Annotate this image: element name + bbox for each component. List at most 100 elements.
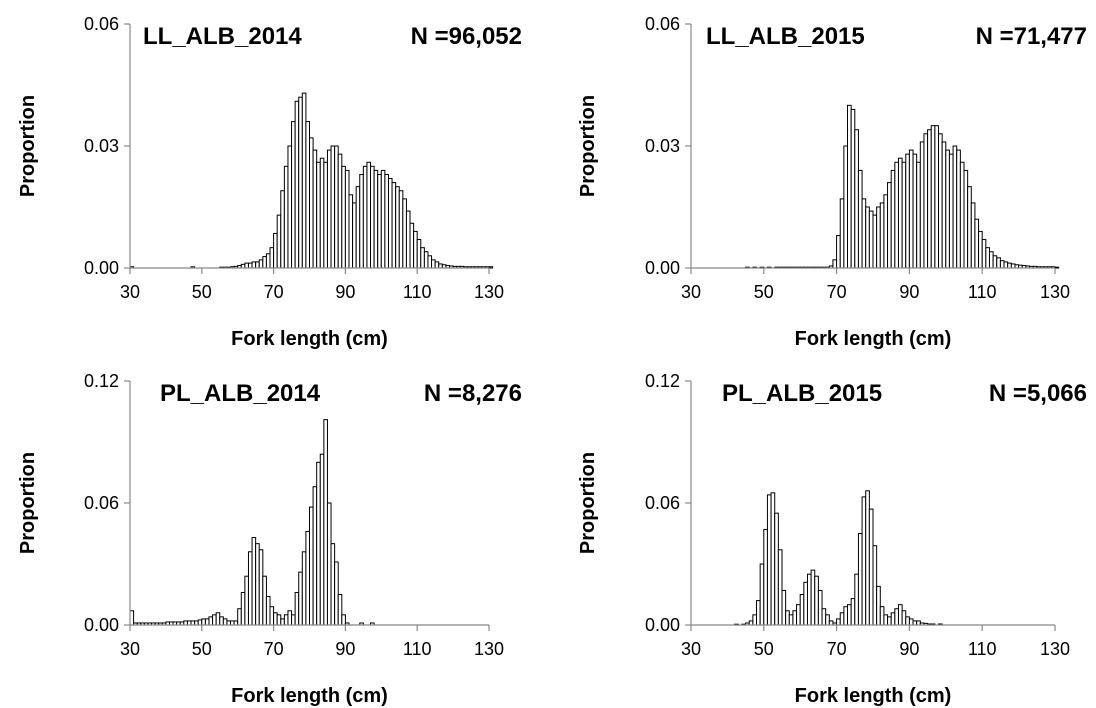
histogram-bar (298, 96, 303, 269)
histogram-bar (237, 608, 242, 626)
histogram-bar (872, 545, 878, 626)
histogram-bar (265, 596, 271, 626)
histogram-bar (334, 145, 339, 269)
histogram-bar (923, 133, 929, 269)
histogram-bar (897, 157, 903, 269)
y-tick-label: 0.06 (645, 14, 680, 34)
histogram-bar (890, 169, 896, 269)
histogram-bar (916, 620, 921, 626)
y-tick-label: 0.06 (84, 493, 119, 513)
histogram-bar (988, 251, 994, 269)
histogram-bar (847, 604, 852, 626)
x-tick-label: 70 (827, 639, 847, 659)
histogram-bar (405, 210, 411, 269)
histogram-bar (967, 186, 972, 269)
histogram-bar (276, 214, 282, 269)
histogram-bar (901, 610, 907, 626)
x-tick-label: 90 (899, 282, 919, 302)
x-tick-label: 50 (192, 282, 212, 302)
histogram-bar (828, 620, 834, 626)
histogram-bar (247, 262, 253, 269)
histogram-panel-4: 0.00 0.06 0.12 30 50 70 90 110 130 PL_ALB_2015 N =… (577, 371, 1087, 707)
histogram-bar (380, 169, 386, 269)
histogram-bar (825, 614, 830, 626)
histogram-bar (344, 169, 350, 269)
x-tick-label: 90 (335, 282, 355, 302)
x-tick-label: 90 (335, 639, 355, 659)
x-tick-label: 30 (681, 639, 701, 659)
histogram-bar (796, 604, 801, 626)
histogram-bar (952, 145, 958, 269)
histogram-bar (413, 230, 418, 269)
histogram-bar (431, 259, 436, 269)
histogram-bar (355, 186, 361, 269)
histogram-bar (930, 125, 936, 269)
histogram-bar (803, 581, 808, 626)
histogram-bar (337, 153, 343, 269)
y-tick-label: 0.03 (645, 136, 680, 156)
histogram-bar (301, 92, 307, 269)
histogram-bar (974, 218, 980, 269)
x-axis-label: Fork length (cm) (795, 328, 952, 350)
histogram-bar (901, 161, 907, 269)
x-tick-label: 50 (754, 639, 774, 659)
histogram-bar (377, 173, 382, 269)
histogram-bar (817, 589, 823, 626)
y-axis-label: Proportion (17, 452, 39, 554)
y-axis-label: Proportion (17, 95, 39, 197)
histogram-bar (945, 149, 950, 269)
histogram-bar (879, 606, 885, 626)
histogram-bar (294, 100, 300, 269)
histogram-panel-3: 0.00 0.06 0.12 30 50 70 90 110 130 PL_ALB_2014 N =… (17, 371, 522, 707)
histogram-bar (970, 202, 976, 269)
histogram-bar (273, 232, 278, 269)
x-tick-label: 90 (899, 639, 919, 659)
histogram-bar (887, 182, 892, 269)
histogram-bar (894, 161, 899, 269)
histogram-bar (398, 190, 404, 269)
histogram-bar (865, 490, 870, 626)
y-tick-label: 0.00 (645, 615, 680, 635)
histogram-bar (810, 569, 816, 626)
histogram-bar (927, 129, 932, 269)
histogram-bar (992, 255, 998, 269)
histogram-bar (774, 512, 779, 626)
histogram-bar (222, 618, 228, 626)
histogram-bar (291, 121, 296, 269)
histogram-bar (785, 610, 790, 626)
histogram-bar (330, 145, 336, 269)
histogram-bar (323, 419, 328, 626)
histogram-bar (788, 614, 794, 626)
histogram-bar (839, 198, 845, 269)
histogram-bar (269, 247, 275, 269)
histogram-bar (316, 161, 321, 269)
histogram-bar (219, 616, 224, 626)
histogram-bar (341, 165, 346, 269)
chart-title: LL_ALB_2014 (143, 23, 302, 50)
x-tick-label: 30 (120, 282, 140, 302)
histogram-bar (348, 194, 354, 269)
histogram-bar (836, 618, 841, 626)
histogram-bar (326, 149, 332, 269)
histogram-bar (255, 261, 260, 269)
histogram-bar (186, 620, 192, 626)
x-tick-label: 50 (192, 639, 212, 659)
x-tick-label: 70 (827, 282, 847, 302)
histogram-bar (391, 182, 397, 269)
histogram-bar (777, 549, 783, 626)
histogram-bar (876, 206, 881, 269)
histogram-bar (402, 198, 407, 269)
histogram-bar (230, 620, 235, 626)
chart-title: PL_ALB_2015 (722, 380, 882, 407)
histogram-bar (763, 528, 768, 626)
histogram-bar (262, 256, 267, 269)
histogram-bar (978, 230, 983, 269)
histogram-bar (370, 165, 375, 269)
histogram-bar (255, 543, 260, 626)
y-tick-label: 0.12 (645, 371, 680, 391)
histogram-bar (854, 573, 859, 626)
histogram-bar (752, 614, 758, 626)
histogram-bar (876, 585, 881, 626)
histogram-bar (883, 194, 889, 269)
